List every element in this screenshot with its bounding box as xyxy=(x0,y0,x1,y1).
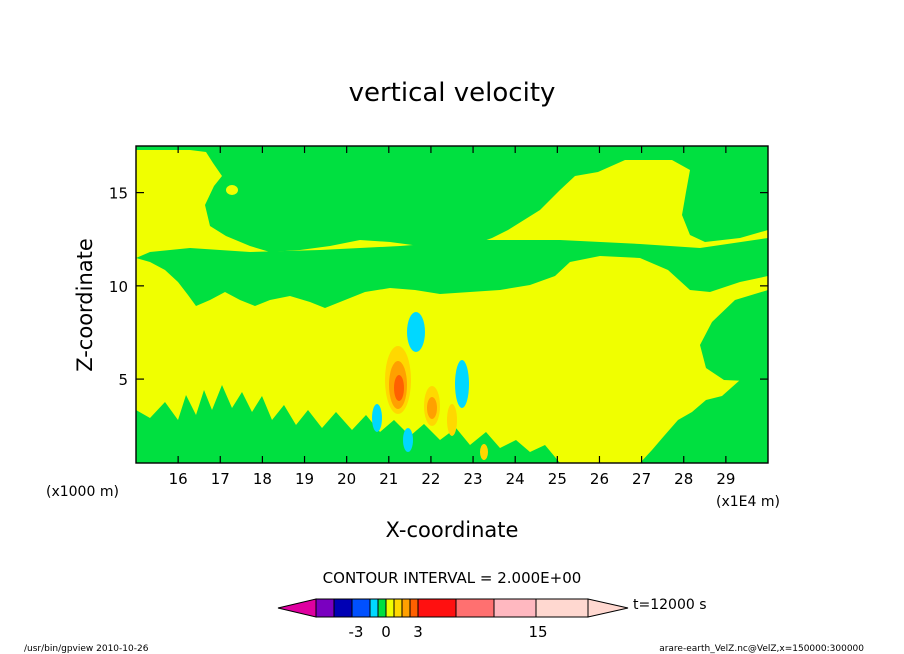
mid-downward-layer xyxy=(136,238,768,308)
x-tick-label: 23 xyxy=(464,470,483,488)
colorbar-segment xyxy=(385,598,395,618)
right-downward-region xyxy=(640,372,768,463)
x-tick-label: 27 xyxy=(632,470,651,488)
upper-downward-band xyxy=(136,146,768,252)
colorbar-tick-label: -3 xyxy=(349,623,364,641)
upper-updraft-blob xyxy=(226,185,238,195)
colorbar-segment xyxy=(493,598,537,618)
x-tick-label: 22 xyxy=(421,470,440,488)
colorbar-segment xyxy=(401,598,411,618)
updraft-core-1-inner xyxy=(394,375,404,401)
footer-left: /usr/bin/gpview 2010-10-26 xyxy=(24,644,149,654)
updraft-core-4 xyxy=(480,444,488,460)
colorbar-segment xyxy=(409,598,419,618)
colorbar-lower-extension xyxy=(277,598,317,618)
colorbar-segment xyxy=(333,598,353,618)
y-scale-note: (x1000 m) xyxy=(46,484,119,500)
colorbar-segment xyxy=(535,598,589,618)
x-axis-label: X-coordinate xyxy=(386,518,519,542)
y-tick-label: 15 xyxy=(109,185,128,203)
colorbar-tick-label: 15 xyxy=(528,623,547,641)
time-label: t=12000 s xyxy=(633,597,707,613)
updraft-core-2-inner xyxy=(427,397,437,419)
y-tick-label: 10 xyxy=(109,278,128,296)
right-upper-downward-region xyxy=(700,290,768,382)
lower-downward-patches xyxy=(136,385,560,463)
x-tick-label: 16 xyxy=(169,470,188,488)
colorbar: -3 0 3 15 xyxy=(277,598,629,641)
x-tick-label: 21 xyxy=(379,470,398,488)
colorbar-segment xyxy=(377,598,387,618)
colorbar-upper-extension xyxy=(587,598,629,618)
downward-cell-1 xyxy=(407,312,425,352)
downward-cell-3 xyxy=(372,404,382,432)
plot-area xyxy=(136,146,768,463)
x-axis-ticks: 16 17 18 19 20 21 22 23 24 25 26 27 28 29 xyxy=(169,146,735,488)
y-tick-label: 5 xyxy=(118,371,128,389)
x-tick-label: 24 xyxy=(506,470,525,488)
colorbar-tick-label: 0 xyxy=(381,623,391,641)
plot-frame xyxy=(135,145,769,464)
colorbar-segment xyxy=(369,598,379,618)
x-tick-label: 20 xyxy=(337,470,356,488)
colorbar-segment xyxy=(455,598,495,618)
y-axis-label: Z-coordinate xyxy=(73,238,97,372)
downward-cell-2 xyxy=(455,360,469,408)
x-tick-label: 18 xyxy=(253,470,272,488)
x-scale-note: (x1E4 m) xyxy=(716,494,780,510)
x-tick-label: 17 xyxy=(211,470,230,488)
colorbar-segment xyxy=(393,598,403,618)
y-axis-ticks: 5 10 15 xyxy=(109,185,768,389)
updraft-core-3 xyxy=(447,404,457,436)
downward-cell-4 xyxy=(403,428,413,452)
colorbar-segment xyxy=(351,598,371,618)
x-tick-label: 19 xyxy=(295,470,314,488)
x-tick-label: 29 xyxy=(716,470,735,488)
x-tick-label: 28 xyxy=(674,470,693,488)
colorbar-segment xyxy=(315,598,335,618)
colorbar-segment xyxy=(417,598,457,618)
contour-interval-label: CONTOUR INTERVAL = 2.000E+00 xyxy=(323,569,582,587)
x-tick-label: 25 xyxy=(548,470,567,488)
footer-right: arare-earth_VelZ.nc@VelZ,x=150000:300000 xyxy=(659,644,864,654)
chart-title: vertical velocity xyxy=(349,78,556,108)
x-tick-label: 26 xyxy=(590,470,609,488)
colorbar-tick-label: 3 xyxy=(413,623,423,641)
